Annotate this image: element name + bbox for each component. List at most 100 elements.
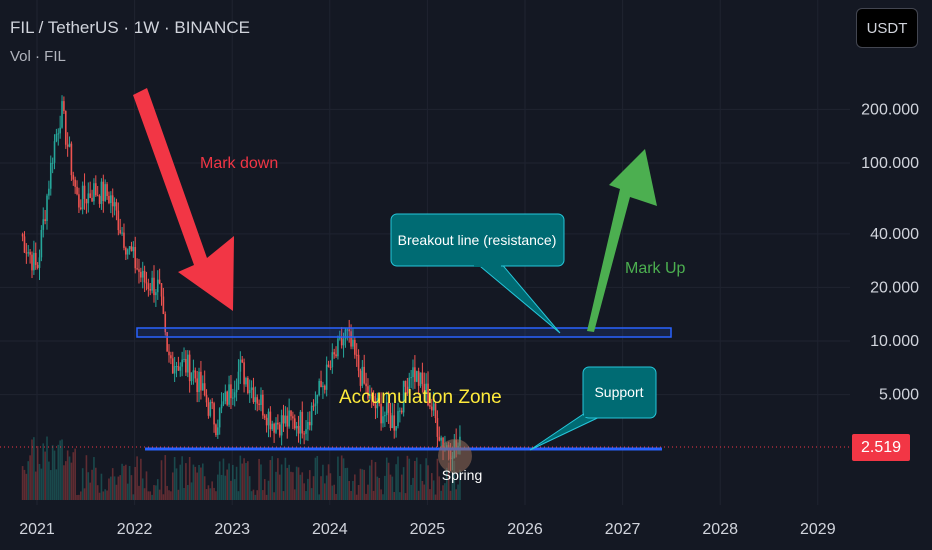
volume-bar	[260, 464, 262, 500]
volume-bar	[400, 474, 403, 500]
volume-bar	[389, 474, 392, 500]
time-axis[interactable]: 2021 2022 2023 2024 2025 2026 2027 2028 2029	[19, 521, 835, 538]
volume-bar	[269, 460, 272, 500]
candle-body	[102, 181, 105, 201]
candle-body	[260, 394, 262, 406]
volume-bar	[220, 474, 223, 500]
volume-bar	[76, 494, 78, 500]
candle-body	[271, 423, 274, 430]
candle-body	[136, 268, 138, 270]
candle-body	[106, 184, 108, 196]
volume-bar	[312, 476, 315, 500]
volume-bar	[369, 465, 371, 500]
candle-body	[198, 371, 200, 393]
volume-bar	[23, 469, 26, 500]
volume-bar	[228, 463, 230, 500]
breakout-callout[interactable]: Breakout line (resistance)	[390, 213, 565, 334]
volume-bar	[265, 494, 268, 500]
volume-bar	[232, 464, 234, 500]
volume-bar	[209, 488, 212, 500]
volume-bar	[318, 494, 320, 500]
volume-bar	[444, 483, 446, 500]
candle-body	[119, 230, 122, 234]
candle-body	[376, 397, 379, 409]
currency-button[interactable]: USDT	[856, 8, 918, 48]
candle-body	[286, 415, 289, 427]
candle-body	[389, 412, 392, 429]
candle-body	[333, 352, 335, 355]
candle-body	[382, 416, 384, 424]
price-axis[interactable]: 200.000 100.000 40.000 20.000 10.000 5.000	[861, 101, 919, 403]
support-label: Support	[594, 384, 643, 400]
candle-body	[49, 162, 52, 189]
volume-bar	[143, 488, 146, 500]
candle-body	[173, 366, 176, 374]
candle-body	[209, 401, 212, 416]
y-tick-label: 200.000	[861, 101, 919, 118]
candle-body	[318, 380, 320, 395]
mark-up-arrow[interactable]	[587, 149, 657, 332]
candle-body	[70, 143, 73, 176]
candle-body	[153, 277, 155, 296]
candle-body	[200, 371, 202, 391]
volume-bar	[48, 461, 50, 500]
volume-bar	[111, 468, 114, 500]
volume-bar	[44, 451, 46, 500]
volume-bar	[53, 450, 56, 500]
volume-bar	[63, 465, 65, 500]
volume-bar	[128, 466, 131, 500]
volume-bar	[438, 476, 441, 500]
candle-body	[230, 384, 232, 399]
candle-body	[147, 283, 150, 289]
candle-body	[427, 383, 429, 406]
volume-bar	[136, 456, 138, 500]
volume-bar	[119, 475, 122, 500]
candle-body	[179, 366, 182, 371]
candle-body	[243, 362, 245, 385]
volume-bar	[307, 478, 309, 500]
candle-body	[380, 403, 382, 424]
volume-bar	[171, 472, 174, 500]
volume-bar	[305, 491, 307, 500]
volume-bar	[85, 455, 88, 500]
candle-body	[367, 386, 369, 399]
volume-bar	[115, 484, 118, 500]
volume-bar	[224, 475, 227, 500]
volume-bar	[331, 485, 334, 500]
volume-bar	[284, 457, 287, 500]
candle-body	[111, 195, 114, 207]
candle-body	[93, 183, 95, 202]
candle-body	[352, 339, 354, 347]
candle-body	[40, 229, 43, 258]
candle-body	[359, 370, 362, 386]
candle-body	[128, 246, 131, 250]
candle-body	[430, 406, 433, 411]
candle-body	[305, 429, 307, 434]
volume-bar	[36, 446, 39, 500]
candle-body	[115, 202, 118, 211]
volume-bar	[46, 436, 48, 500]
mark-down-arrow[interactable]	[133, 88, 234, 311]
volume-bar	[254, 494, 257, 500]
support-callout[interactable]: Support	[529, 366, 657, 451]
candle-body	[145, 282, 148, 284]
candle-body	[226, 391, 228, 405]
volume-bar	[162, 494, 165, 500]
volume-bar	[179, 464, 182, 500]
candle-body	[59, 127, 61, 134]
spring-marker[interactable]	[438, 439, 472, 473]
volume-bar	[104, 489, 106, 500]
volume-bar	[108, 478, 110, 500]
candle-body	[57, 133, 60, 135]
candle-body	[384, 415, 386, 417]
volume-bar	[303, 483, 305, 500]
volume-bar	[64, 461, 67, 500]
breakout-resistance-box[interactable]	[136, 327, 672, 338]
candle-body	[363, 366, 366, 384]
candle-body	[220, 404, 223, 409]
x-tick-label: 2029	[800, 521, 836, 538]
candle-body	[400, 410, 403, 413]
volume-bar	[241, 463, 244, 500]
volume-bar	[68, 456, 71, 500]
